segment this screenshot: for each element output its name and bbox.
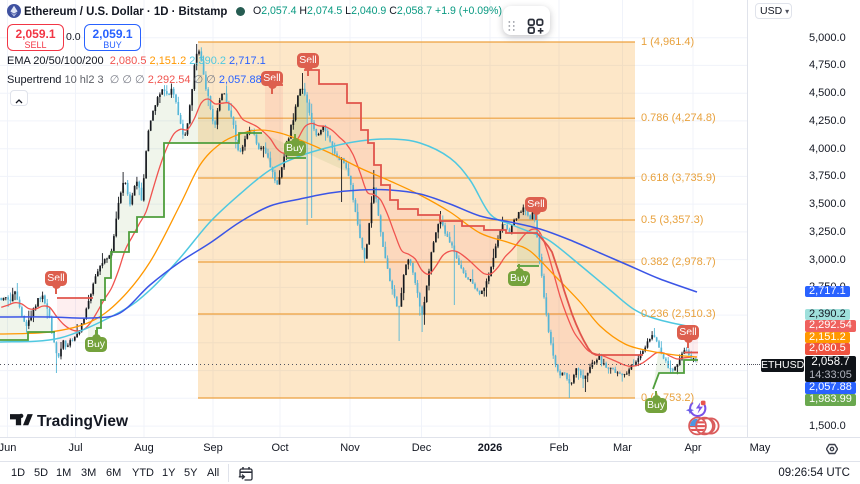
svg-text:TradingView: TradingView	[37, 413, 129, 430]
